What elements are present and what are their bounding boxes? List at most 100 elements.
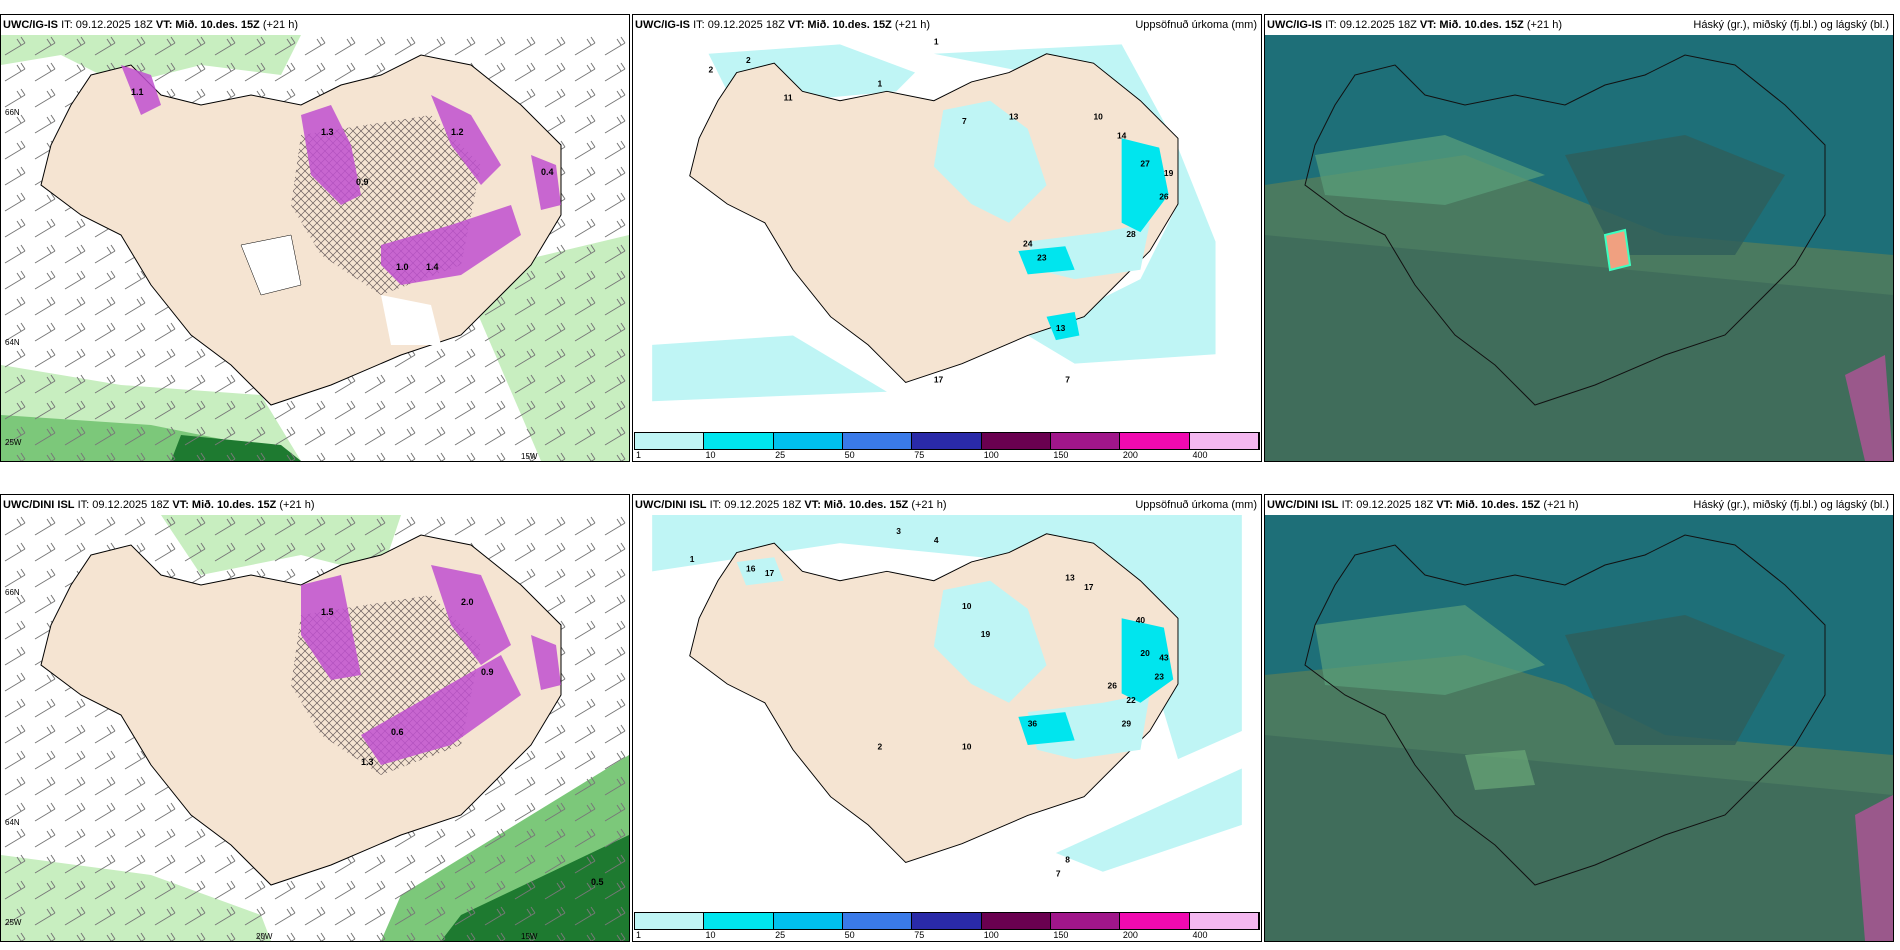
legend-swatch xyxy=(773,913,843,929)
legend-tick-label: 50 xyxy=(844,450,855,460)
precip-value-label: 13 xyxy=(1065,573,1075,583)
lon-label-25: 25W xyxy=(5,918,22,927)
valid-time: VT: Mið. 10.des. 15Z xyxy=(1419,19,1524,31)
legend-swatch xyxy=(773,433,843,449)
precip-value-label: 10 xyxy=(962,742,972,752)
precip-value-label: 40 xyxy=(1136,615,1146,625)
lead-time: (+21 h) xyxy=(1526,19,1563,31)
precip-value-label: 1 xyxy=(934,36,939,46)
init-time: IT: 09.12.2025 18Z xyxy=(709,499,802,511)
snow-value-label: 1.0 xyxy=(396,262,409,272)
legend-swatch xyxy=(1189,913,1259,929)
precip-value-label: 20 xyxy=(1140,648,1150,658)
legend-swatch xyxy=(981,433,1051,449)
legend-swatch xyxy=(981,913,1051,929)
precip-value-label: 19 xyxy=(1164,168,1174,178)
precip-value-label: 28 xyxy=(1126,229,1136,239)
precip-value-label: 29 xyxy=(1122,718,1132,728)
snow-value-label: 1.4 xyxy=(426,262,439,272)
legend-swatch xyxy=(842,433,913,449)
panel-clouds-ig: UWC/IG-IS IT: 09.12.2025 18Z VT: Mið. 10… xyxy=(1264,14,1894,462)
valid-time: VT: Mið. 10.des. 15Z xyxy=(1436,499,1541,511)
panel-subtitle: Háský (gr.), miðský (fj.bl.) og lágský (… xyxy=(1693,499,1889,511)
panel-header: UWC/DINI ISL IT: 09.12.2025 18Z VT: Mið.… xyxy=(1265,495,1893,515)
panel-snow-wind-dini: UWC/DINI ISL IT: 09.12.2025 18Z VT: Mið.… xyxy=(0,494,630,942)
legend-tick-label: 400 xyxy=(1192,450,1208,460)
valid-time: VT: Mið. 10.des. 15Z xyxy=(172,499,277,511)
snow-value-label: 1.2 xyxy=(451,127,464,137)
snow-value-label: 1.3 xyxy=(321,127,334,137)
lon-label-25: 25W xyxy=(5,438,22,447)
precip-value-label: 1 xyxy=(878,79,883,89)
panel-header: UWC/DINI ISL IT: 09.12.2025 18Z VT: Mið.… xyxy=(633,495,1261,515)
model-name: UWC/IG-IS xyxy=(635,19,690,31)
precip-value-label: 27 xyxy=(1140,158,1150,168)
precip-legend-bar xyxy=(634,432,1260,450)
precip-value-label: 7 xyxy=(962,116,967,126)
valid-time: VT: Mið. 10.des. 15Z xyxy=(804,499,909,511)
precip-legend-bar xyxy=(634,912,1260,930)
snow-value-label: 0.9 xyxy=(356,177,369,187)
valid-time: VT: Mið. 10.des. 15Z xyxy=(155,19,260,31)
lon-label-20: 20W xyxy=(256,932,273,941)
precip-value-label: 2 xyxy=(746,55,751,65)
precip-value-label: 17 xyxy=(1084,582,1094,592)
legend-tick-label: 75 xyxy=(914,930,925,940)
legend-tick-label: 75 xyxy=(914,450,925,460)
snow-value-label: 1.1 xyxy=(131,87,144,97)
lat-label-64: 64N xyxy=(5,818,20,827)
precip-value-label: 26 xyxy=(1159,191,1169,201)
model-name: UWC/DINI ISL xyxy=(3,499,75,511)
precip-legend: 1 10 25 50 75 100 150 200 400 xyxy=(634,912,1260,940)
panel-header: UWC/IG-IS IT: 09.12.2025 18Z VT: Mið. 10… xyxy=(633,15,1261,35)
snow-value-label: 0.4 xyxy=(541,167,554,177)
legend-tick-label: 100 xyxy=(983,450,999,460)
legend-swatch xyxy=(1189,433,1259,449)
precip-value-label: 24 xyxy=(1023,238,1033,248)
lon-label-15: 15W xyxy=(521,452,538,461)
panel-precip-dini: UWC/DINI ISL IT: 09.12.2025 18Z VT: Mið.… xyxy=(632,494,1262,942)
precip-value-label: 17 xyxy=(934,374,944,384)
init-time: IT: 09.12.2025 18Z xyxy=(61,19,153,31)
snow-value-label: 1.3 xyxy=(361,757,374,767)
precip-value-label: 7 xyxy=(1065,374,1070,384)
legend-swatch xyxy=(635,433,705,449)
precip-map: 1 3 4 16 17 10 19 13 17 40 20 43 23 26 2… xyxy=(652,515,1242,891)
precip-legend: 1 10 25 50 75 100 150 200 400 xyxy=(634,432,1260,460)
lead-time: (+21 h) xyxy=(894,19,931,31)
snow-value-label: 0.9 xyxy=(481,667,494,677)
lead-time: (+21 h) xyxy=(911,499,947,511)
precip-map: 2 2 1 1 11 13 7 10 14 27 19 26 24 23 28 … xyxy=(652,35,1242,411)
precip-value-label: 13 xyxy=(1056,323,1066,333)
precip-value-label: 4 xyxy=(934,535,939,545)
panel-subtitle: Uppsöfnuð úrkoma (mm) xyxy=(1135,499,1257,511)
panel-precip-ig: UWC/IG-IS IT: 09.12.2025 18Z VT: Mið. 10… xyxy=(632,14,1262,462)
legend-swatch xyxy=(704,433,774,449)
legend-tick-label: 150 xyxy=(1053,930,1069,940)
legend-tick-label: 200 xyxy=(1122,930,1138,940)
precip-value-label: 22 xyxy=(1126,695,1136,705)
legend-swatch xyxy=(1050,913,1121,929)
lat-label-66: 66N xyxy=(5,108,20,117)
legend-tick-label: 400 xyxy=(1192,930,1208,940)
precip-value-label: 43 xyxy=(1159,653,1169,663)
precip-value-label: 8 xyxy=(1065,854,1070,864)
legend-swatch xyxy=(1120,913,1190,929)
cloud-map xyxy=(1265,35,1893,461)
legend-tick-label: 1 xyxy=(636,930,642,940)
precip-value-label: 36 xyxy=(1028,718,1038,728)
panel-snow-wind-ig: UWC/IG-IS IT: 09.12.2025 18Z VT: Mið. 10… xyxy=(0,14,630,462)
model-name: UWC/DINI ISL xyxy=(635,499,707,511)
valid-time: VT: Mið. 10.des. 15Z xyxy=(787,19,892,31)
lead-time: (+21 h) xyxy=(262,19,299,31)
lead-time: (+21 h) xyxy=(279,499,315,511)
precip-value-label: 16 xyxy=(746,563,756,573)
panel-header: UWC/IG-IS IT: 09.12.2025 18Z VT: Mið. 10… xyxy=(1,15,629,35)
lead-time: (+21 h) xyxy=(1543,499,1579,511)
panel-clouds-dini: UWC/DINI ISL IT: 09.12.2025 18Z VT: Mið.… xyxy=(1264,494,1894,942)
legend-swatch xyxy=(912,913,982,929)
legend-swatch xyxy=(704,913,774,929)
legend-tick-label: 25 xyxy=(775,450,786,460)
snow-wind-map: 1.5 2.0 0.6 0.9 1.3 0.5 66N 64N 25W 20W … xyxy=(1,515,629,941)
snow-value-label: 0.5 xyxy=(591,877,604,887)
